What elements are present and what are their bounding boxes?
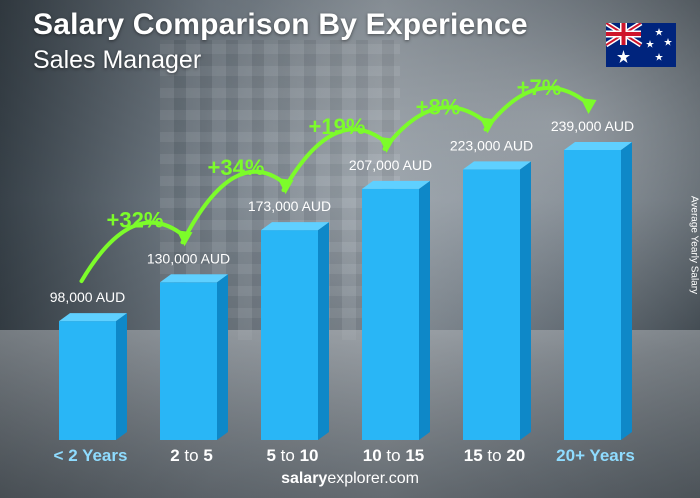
x-tick-label: 10 to 15 bbox=[363, 446, 424, 465]
bar-side bbox=[116, 313, 127, 440]
growth-arrow bbox=[382, 105, 490, 151]
bar-value-label: 207,000 AUD bbox=[349, 157, 432, 173]
growth-label: +8% bbox=[416, 94, 461, 119]
bar-value-label: 130,000 AUD bbox=[147, 250, 230, 266]
growth-arrow bbox=[281, 127, 389, 193]
x-tick-label: < 2 Years bbox=[54, 446, 128, 465]
bar-top bbox=[362, 180, 430, 189]
bar-side bbox=[217, 274, 228, 440]
growth-arrow bbox=[180, 169, 288, 245]
bar-value-label: 239,000 AUD bbox=[551, 118, 634, 134]
bar-top bbox=[564, 142, 632, 150]
y-axis-label: Average Yearly Salary bbox=[688, 195, 700, 295]
bar-value-label: 173,000 AUD bbox=[248, 198, 331, 214]
x-tick-label: 2 to 5 bbox=[170, 446, 213, 465]
bar-value-label: 223,000 AUD bbox=[450, 137, 533, 153]
bar bbox=[564, 150, 621, 440]
growth-arrow bbox=[79, 220, 187, 284]
bar bbox=[362, 188, 419, 440]
chart-subtitle: Sales Manager bbox=[33, 46, 202, 74]
bar-side bbox=[419, 180, 430, 441]
growth-label: +32% bbox=[107, 207, 164, 232]
bar-top bbox=[160, 274, 228, 283]
bar-top bbox=[261, 222, 329, 231]
footer-brand: salary bbox=[281, 470, 328, 487]
footer-site[interactable]: salaryexplorer.com bbox=[0, 470, 700, 488]
bar-side bbox=[520, 161, 531, 440]
growth-label: +7% bbox=[517, 75, 562, 100]
x-tick-label: 15 to 20 bbox=[464, 446, 525, 465]
growth-label: +34% bbox=[208, 155, 265, 180]
bar bbox=[463, 169, 520, 440]
australia-flag-icon bbox=[606, 23, 676, 67]
bar bbox=[160, 282, 217, 440]
chart-title: Salary Comparison By Experience bbox=[33, 8, 528, 41]
x-tick-label: 20+ Years bbox=[556, 446, 635, 465]
bar-top bbox=[463, 161, 531, 170]
bar-value-label: 98,000 AUD bbox=[50, 289, 126, 305]
growth-label: +19% bbox=[309, 114, 366, 139]
bar-side bbox=[621, 142, 632, 440]
bar-top bbox=[59, 313, 127, 322]
bar bbox=[59, 321, 116, 440]
growth-arrow bbox=[483, 85, 591, 132]
bar bbox=[261, 230, 318, 440]
bar-side bbox=[318, 222, 329, 440]
footer-domain: explorer.com bbox=[327, 470, 419, 487]
x-tick-label: 5 to 10 bbox=[266, 446, 318, 465]
growth-arrowhead bbox=[580, 98, 597, 114]
